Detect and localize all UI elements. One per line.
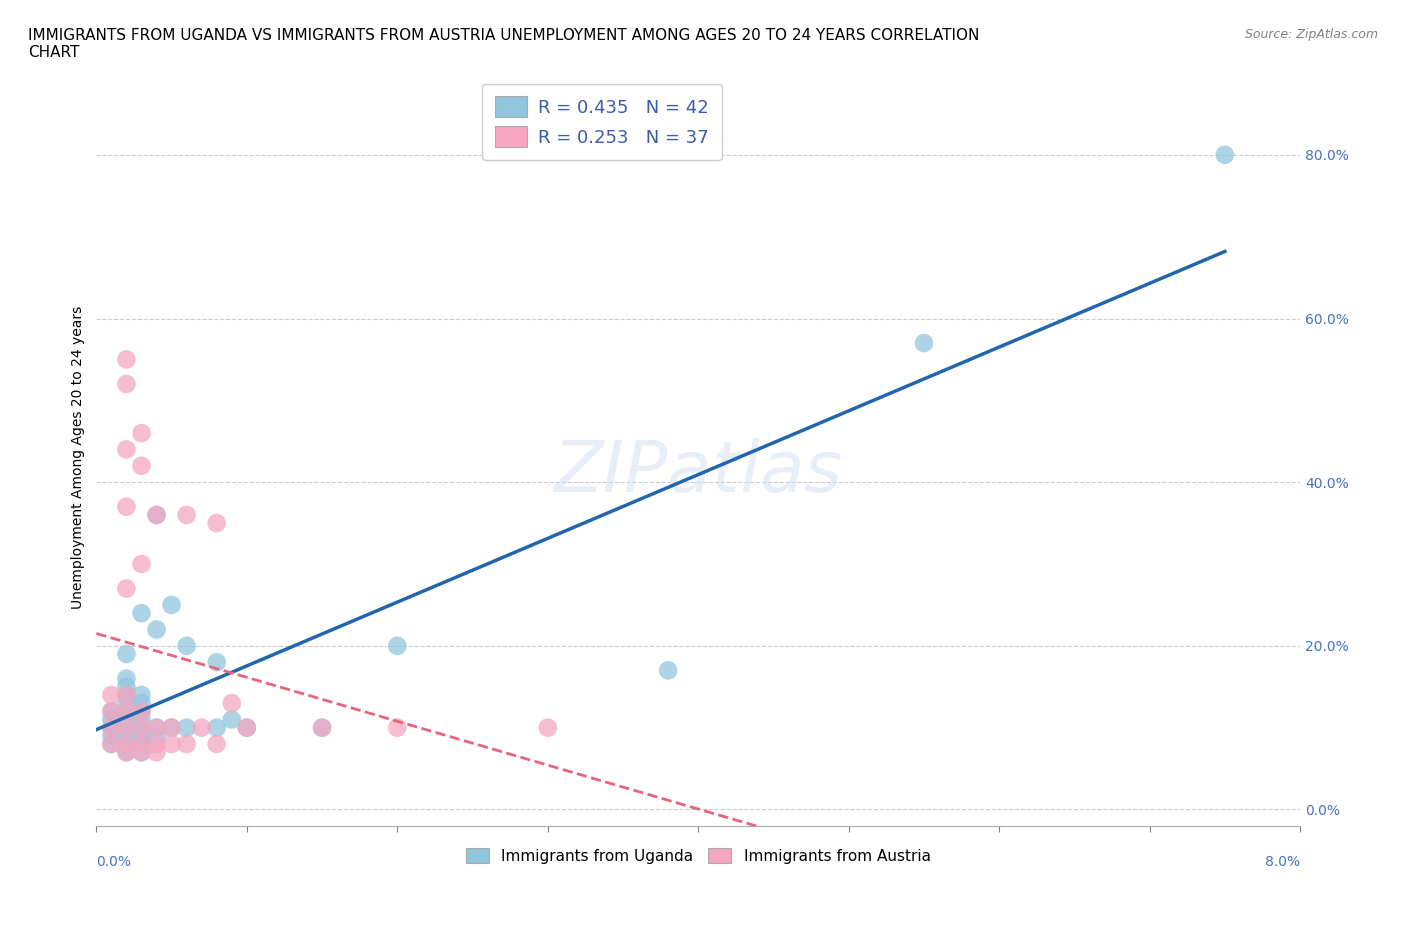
Text: 0.0%: 0.0% [97,856,131,870]
Point [176,508,198,523]
Point [1213,148,1236,163]
Point [100,720,122,735]
Point [131,712,153,727]
Point [131,720,153,735]
Point [160,720,183,735]
Point [115,377,138,392]
Point [145,508,167,523]
Point [131,720,153,735]
Point [115,696,138,711]
Point [115,704,138,719]
Point [311,720,333,735]
Point [387,720,409,735]
Point [145,508,167,523]
Point [387,638,409,653]
Point [176,737,198,751]
Point [100,704,122,719]
Point [100,728,122,743]
Point [115,737,138,751]
Y-axis label: Unemployment Among Ages 20 to 24 years: Unemployment Among Ages 20 to 24 years [72,306,86,609]
Point [236,720,259,735]
Point [100,712,122,727]
Point [115,720,138,735]
Point [131,737,153,751]
Point [190,720,212,735]
Point [537,720,560,735]
Point [115,745,138,760]
Point [145,720,167,735]
Point [115,737,138,751]
Point [115,712,138,727]
Point [131,696,153,711]
Point [131,556,153,571]
Point [100,720,122,735]
Legend: Immigrants from Uganda, Immigrants from Austria: Immigrants from Uganda, Immigrants from … [460,842,936,870]
Point [221,712,243,727]
Point [205,655,228,670]
Text: IMMIGRANTS FROM UGANDA VS IMMIGRANTS FROM AUSTRIA UNEMPLOYMENT AMONG AGES 20 TO : IMMIGRANTS FROM UGANDA VS IMMIGRANTS FRO… [28,28,980,60]
Point [145,745,167,760]
Point [115,352,138,366]
Point [145,737,167,751]
Point [160,737,183,751]
Point [115,745,138,760]
Point [131,745,153,760]
Point [160,597,183,612]
Point [145,728,167,743]
Point [205,515,228,530]
Point [131,458,153,473]
Point [100,737,122,751]
Point [236,720,259,735]
Point [115,720,138,735]
Point [115,442,138,457]
Point [115,728,138,743]
Point [176,638,198,653]
Point [160,720,183,735]
Text: Source: ZipAtlas.com: Source: ZipAtlas.com [1244,28,1378,41]
Point [115,687,138,702]
Point [311,720,333,735]
Point [115,679,138,694]
Point [100,687,122,702]
Point [115,687,138,702]
Point [115,671,138,686]
Point [131,704,153,719]
Text: 8.0%: 8.0% [1265,856,1301,870]
Point [176,720,198,735]
Point [115,646,138,661]
Point [115,581,138,596]
Point [131,687,153,702]
Text: ZIPatlas: ZIPatlas [554,438,842,507]
Point [100,704,122,719]
Point [131,737,153,751]
Point [205,737,228,751]
Point [145,720,167,735]
Point [115,704,138,719]
Point [131,745,153,760]
Point [131,704,153,719]
Point [145,622,167,637]
Point [221,696,243,711]
Point [115,499,138,514]
Point [657,663,679,678]
Point [100,737,122,751]
Point [131,605,153,620]
Point [131,728,153,743]
Point [205,720,228,735]
Point [131,426,153,441]
Point [912,336,935,351]
